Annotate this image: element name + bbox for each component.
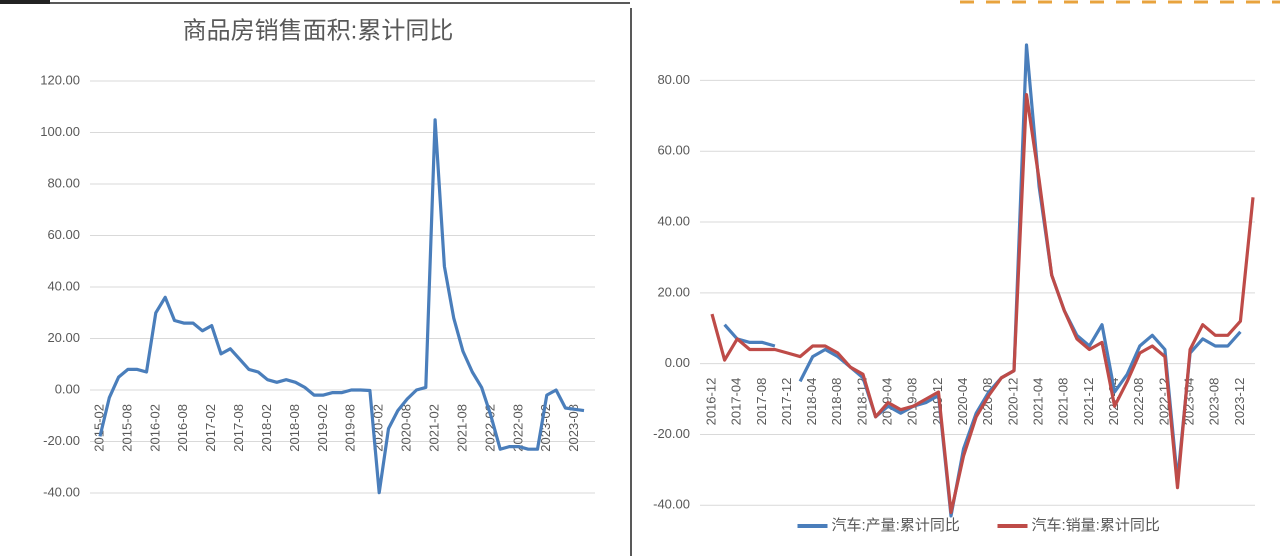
y-tick-label: -40.00 xyxy=(653,497,690,512)
legend-label: 汽车:销量:累计同比 xyxy=(1032,517,1160,534)
x-tick-label: 2023-08 xyxy=(566,404,581,452)
y-tick-label: 120.00 xyxy=(40,72,80,87)
x-tick-label: 2022-08 xyxy=(510,404,525,452)
x-tick-label: 2020-08 xyxy=(399,404,414,452)
x-tick-label: 2019-08 xyxy=(343,404,358,452)
y-tick-label: 60.00 xyxy=(47,227,80,242)
x-tick-label: 2017-08 xyxy=(231,404,246,452)
y-tick-label: -40.00 xyxy=(43,484,80,499)
x-tick-label: 2021-08 xyxy=(1056,378,1071,426)
x-tick-label: 2021-12 xyxy=(1081,378,1096,426)
x-tick-label: 2018-08 xyxy=(287,404,302,452)
y-tick-label: 0.00 xyxy=(665,355,690,370)
data-line xyxy=(98,118,585,495)
x-tick-label: 2019-08 xyxy=(905,378,920,426)
y-tick-label: -20.00 xyxy=(653,426,690,441)
x-tick-label: 2016-12 xyxy=(703,378,718,426)
x-tick-label: 2021-02 xyxy=(427,404,442,452)
x-tick-label: 2018-04 xyxy=(804,378,819,426)
chart-title: 商品房销售面积:累计同比 xyxy=(183,17,454,44)
x-tick-label: 2023-08 xyxy=(1207,378,1222,426)
data-line xyxy=(710,93,1255,514)
x-tick-label: 2016-02 xyxy=(147,404,162,452)
x-tick-label: 2017-04 xyxy=(729,378,744,426)
x-tick-label: 2018-08 xyxy=(829,378,844,426)
y-tick-label: 40.00 xyxy=(47,278,80,293)
y-tick-label: 80.00 xyxy=(657,72,690,87)
y-tick-label: 80.00 xyxy=(47,175,80,190)
y-tick-label: 100.00 xyxy=(40,124,80,139)
legend-label: 汽车:产量:累计同比 xyxy=(832,517,960,534)
x-tick-label: 2023-12 xyxy=(1232,378,1247,426)
y-tick-label: 20.00 xyxy=(657,284,690,299)
y-tick-label: 40.00 xyxy=(657,213,690,228)
x-tick-label: 2017-08 xyxy=(754,378,769,426)
y-tick-label: 60.00 xyxy=(657,143,690,158)
x-tick-label: 2017-02 xyxy=(203,404,218,452)
x-tick-label: 2018-02 xyxy=(259,404,274,452)
x-tick-label: 2020-12 xyxy=(1005,378,1020,426)
x-tick-label: 2015-08 xyxy=(119,404,134,452)
y-tick-label: -20.00 xyxy=(43,433,80,448)
x-tick-label: 2016-08 xyxy=(175,404,190,452)
x-tick-label: 2015-02 xyxy=(91,404,106,452)
y-tick-label: 0.00 xyxy=(55,381,80,396)
x-tick-label: 2022-08 xyxy=(1131,378,1146,426)
x-tick-label: 2020-04 xyxy=(955,378,970,426)
x-tick-label: 2021-04 xyxy=(1031,378,1046,426)
x-tick-label: 2019-02 xyxy=(315,404,330,452)
x-tick-label: 2021-08 xyxy=(454,404,469,452)
y-tick-label: 20.00 xyxy=(47,330,80,345)
x-tick-label: 2022-02 xyxy=(482,404,497,452)
x-tick-label: 2017-12 xyxy=(779,378,794,426)
